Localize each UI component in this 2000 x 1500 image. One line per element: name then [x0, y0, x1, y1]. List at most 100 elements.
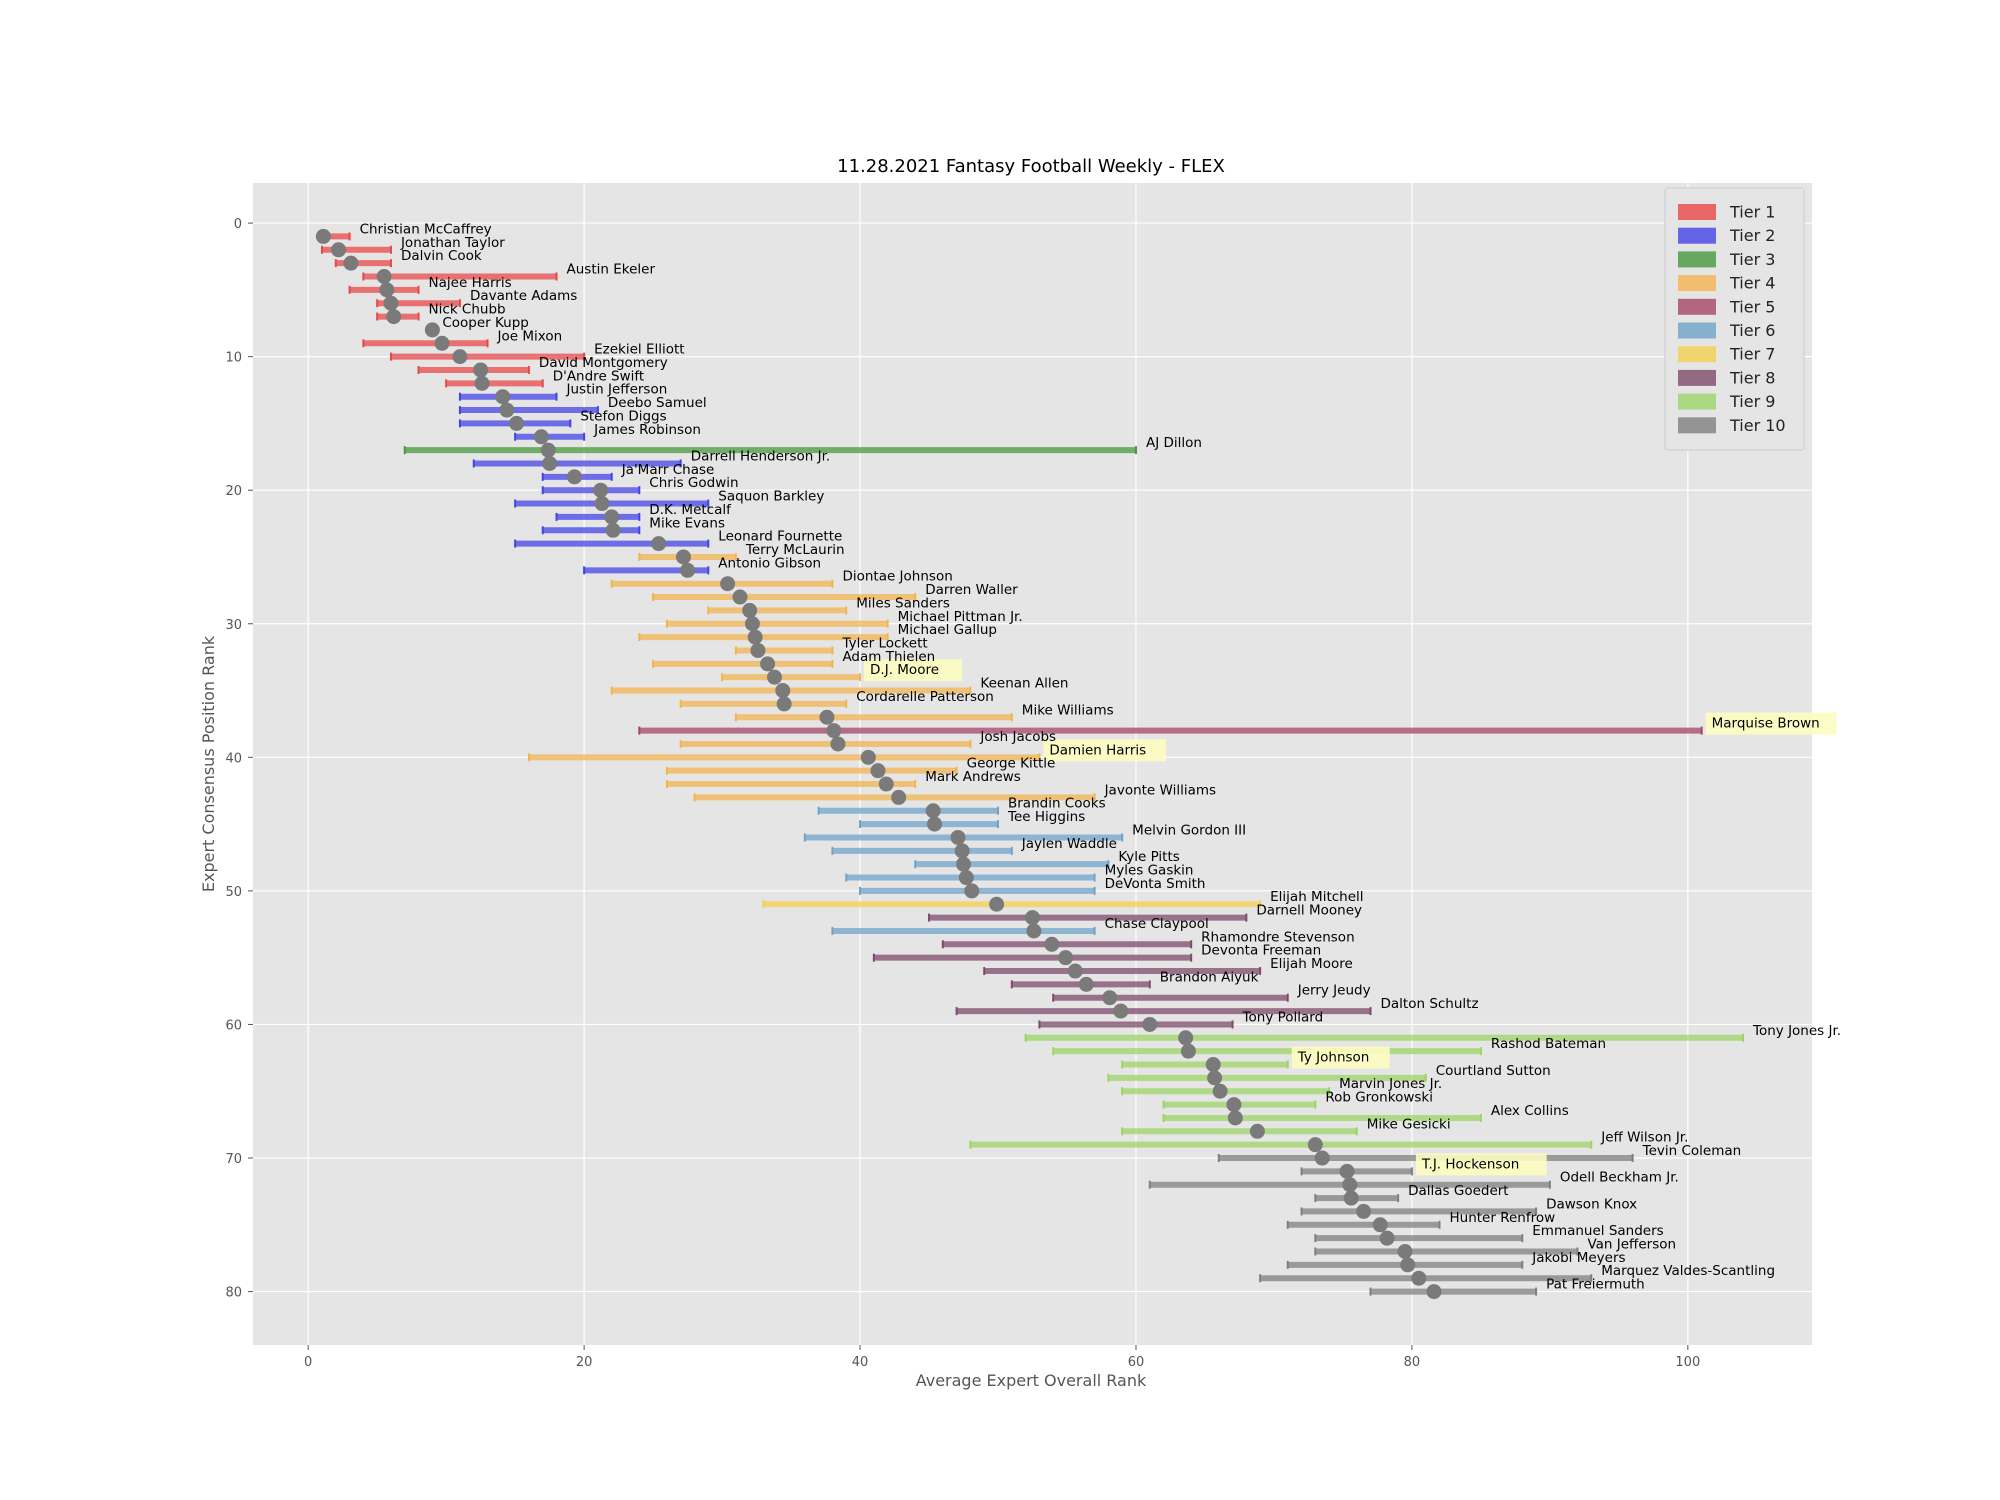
avg-point-davante-adams — [383, 295, 399, 311]
player-label-dalton-schultz: Dalton Schultz — [1381, 996, 1479, 1012]
avg-point-dalton-schultz — [1113, 1003, 1129, 1019]
avg-point-christian-mccaffrey — [315, 228, 331, 244]
y-tick-label: 0 — [234, 217, 242, 232]
player-label-christian-mccaffrey: Christian McCaffrey — [360, 221, 492, 237]
player-label-mike-evans: Mike Evans — [649, 515, 725, 531]
x-tick-label: 40 — [852, 1355, 869, 1370]
avg-point-alex-collins — [1227, 1110, 1243, 1126]
label-highlight-d-j-moore — [864, 659, 963, 682]
player-label-odell-beckham-jr: Odell Beckham Jr. — [1560, 1170, 1679, 1186]
avg-point-emmanuel-sanders — [1379, 1230, 1395, 1246]
player-label-melvin-gordon-iii: Melvin Gordon III — [1132, 822, 1246, 838]
label-highlight-marquise-brown — [1705, 712, 1837, 735]
player-label-elijah-moore: Elijah Moore — [1270, 956, 1353, 972]
y-tick-label: 60 — [225, 1018, 242, 1033]
legend-label-tier-1: Tier 1 — [1729, 203, 1775, 222]
y-axis-ticks: 0 10 20 30 40 50 60 70 80 — [225, 217, 253, 1301]
legend-label-tier-10: Tier 10 — [1729, 416, 1786, 435]
player-label-rashod-bateman: Rashod Bateman — [1491, 1036, 1606, 1052]
avg-point-ty-johnson — [1205, 1057, 1221, 1073]
legend-swatch-tier-10 — [1678, 417, 1716, 434]
legend-label-tier-5: Tier 5 — [1729, 297, 1775, 316]
player-label-darrell-henderson-jr: Darrell Henderson Jr. — [691, 448, 831, 464]
avg-point-mike-gesicki — [1249, 1123, 1265, 1139]
legend-label-tier-7: Tier 7 — [1729, 345, 1775, 364]
avg-point-george-kittle — [870, 763, 886, 779]
avg-point-darrell-henderson-jr — [542, 455, 558, 471]
player-label-devonta-freeman: Devonta Freeman — [1201, 943, 1321, 959]
avg-point-ja-marr-chase — [566, 469, 582, 485]
avg-point-chase-claypool — [1026, 923, 1042, 939]
avg-point-d-j-moore — [767, 669, 783, 685]
player-label-marvin-jones-jr: Marvin Jones Jr. — [1339, 1076, 1442, 1092]
player-label-alex-collins: Alex Collins — [1491, 1103, 1569, 1119]
x-tick-label: 100 — [1675, 1355, 1700, 1370]
avg-point-hunter-renfrow — [1372, 1217, 1388, 1233]
player-label-josh-jacobs: Josh Jacobs — [979, 729, 1056, 745]
player-label-davante-adams: Davante Adams — [470, 288, 577, 304]
avg-point-courtland-sutton — [1207, 1070, 1223, 1086]
avg-point-marvin-jones-jr — [1212, 1083, 1228, 1099]
player-label-najee-harris: Najee Harris — [429, 275, 512, 291]
avg-point-dawson-knox — [1356, 1203, 1372, 1219]
player-label-hunter-renfrow: Hunter Renfrow — [1449, 1210, 1555, 1226]
avg-point-adam-thielen — [760, 656, 776, 672]
avg-point-diontae-johnson — [720, 576, 736, 592]
avg-point-michael-pittman-jr — [744, 616, 760, 632]
player-label-devonta-smith: DeVonta Smith — [1105, 876, 1206, 892]
player-label-darnell-mooney: Darnell Mooney — [1256, 903, 1362, 919]
avg-point-devonta-smith — [964, 883, 980, 899]
player-label-jonathan-taylor: Jonathan Taylor — [400, 235, 505, 251]
avg-point-rob-gronkowski — [1226, 1097, 1242, 1113]
player-label-deebo-samuel: Deebo Samuel — [608, 395, 707, 411]
player-label-george-kittle: George Kittle — [967, 756, 1056, 772]
player-label-emmanuel-sanders: Emmanuel Sanders — [1532, 1223, 1663, 1239]
avg-point-pat-freiermuth — [1426, 1284, 1442, 1300]
legend-swatch-tier-6 — [1678, 322, 1716, 339]
avg-point-jaylen-waddle — [954, 843, 970, 859]
avg-point-cooper-kupp — [424, 322, 440, 338]
y-tick-label: 40 — [225, 751, 242, 766]
avg-point-melvin-gordon-iii — [950, 829, 966, 845]
avg-point-tony-pollard — [1142, 1016, 1158, 1032]
player-label-courtland-sutton: Courtland Sutton — [1436, 1063, 1551, 1079]
x-axis-label: Average Expert Overall Rank — [916, 1371, 1147, 1390]
avg-point-jerry-jeudy — [1102, 990, 1118, 1006]
player-label-d-andre-swift: D'Andre Swift — [553, 368, 645, 384]
player-label-rhamondre-stevenson: Rhamondre Stevenson — [1201, 929, 1354, 945]
avg-point-james-robinson — [533, 429, 549, 445]
legend-swatch-tier-5 — [1678, 298, 1716, 315]
player-label-jakobi-meyers: Jakobi Meyers — [1531, 1250, 1625, 1266]
player-label-michael-gallup: Michael Gallup — [898, 622, 997, 638]
label-highlight-damien-harris — [1043, 739, 1166, 762]
player-label-antonio-gibson: Antonio Gibson — [718, 555, 821, 571]
y-axis-label: Expert Consensus Position Rank — [199, 635, 218, 892]
avg-point-josh-jacobs — [830, 736, 846, 752]
avg-point-aj-dillon — [540, 442, 556, 458]
avg-point-keenan-allen — [775, 683, 791, 699]
player-label-chris-godwin: Chris Godwin — [649, 475, 738, 491]
avg-point-justin-jefferson — [495, 389, 511, 405]
player-label-austin-ekeler: Austin Ekeler — [567, 261, 656, 277]
avg-point-jonathan-taylor — [331, 242, 347, 258]
player-label-justin-jefferson: Justin Jefferson — [566, 382, 668, 398]
avg-point-brandon-aiyuk — [1078, 976, 1094, 992]
legend: Tier 1 Tier 2 Tier 3 Tier 4 Tier 5 Tier 6 Tier… — [1664, 187, 1805, 451]
legend-swatch-tier-8 — [1678, 369, 1716, 386]
avg-point-dalvin-cook — [343, 255, 359, 271]
player-label-adam-thielen: Adam Thielen — [842, 649, 935, 665]
player-label-marquez-valdes-scantling: Marquez Valdes-Scantling — [1601, 1263, 1775, 1279]
avg-point-cordarelle-patterson — [776, 696, 792, 712]
legend-label-tier-4: Tier 4 — [1729, 274, 1775, 293]
player-label-tyler-lockett: Tyler Lockett — [841, 635, 927, 651]
label-highlights — [864, 659, 1837, 1176]
legend-label-tier-9: Tier 9 — [1729, 392, 1775, 411]
avg-point-van-jefferson — [1397, 1244, 1413, 1260]
avg-point-chris-godwin — [593, 482, 609, 498]
legend-swatch-tier-9 — [1678, 393, 1716, 410]
player-label-stefon-diggs: Stefon Diggs — [580, 408, 666, 424]
avg-point-nick-chubb — [386, 309, 402, 325]
legend-label-tier-3: Tier 3 — [1729, 250, 1775, 269]
label-highlight-t-j-hockenson — [1415, 1153, 1547, 1176]
